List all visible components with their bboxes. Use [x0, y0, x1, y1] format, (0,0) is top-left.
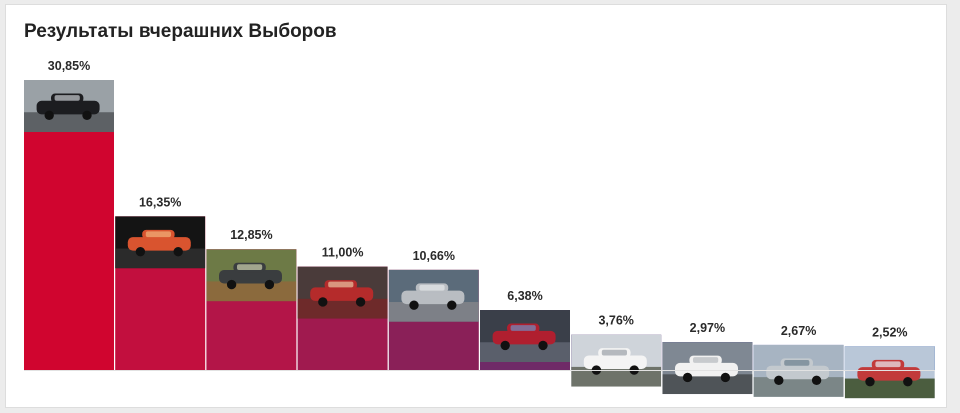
bar-group-5: 10,66% — [388, 249, 479, 370]
bar-group-6: 6,38% — [480, 289, 570, 370]
bar-group-3: 12,85% — [206, 228, 297, 370]
chart-title: Результаты вчерашних Выборов — [24, 21, 337, 42]
bar-value-label-5: 10,66% — [413, 249, 455, 263]
bar-value-label-6: 6,38% — [507, 289, 542, 303]
bar-value-label-9: 2,67% — [781, 324, 816, 338]
silver-hatchback-photo — [388, 269, 479, 322]
bar-group-7: 3,76% — [571, 314, 662, 387]
bar-value-label-4: 11,00% — [322, 246, 364, 260]
red-bridge-photo — [844, 346, 935, 399]
black-sedan-with-man-photo — [24, 80, 114, 132]
chart-card: Результаты вчерашних Выборов 30,85% 16,35… — [5, 4, 947, 408]
bar-value-label-3: 12,85% — [230, 228, 272, 242]
bar-value-label-7: 3,76% — [598, 314, 633, 328]
bar-group-1: 30,85% — [24, 59, 114, 370]
red-coupe-photo — [115, 216, 206, 269]
bar-group-2: 16,35% — [115, 195, 206, 370]
bar-group-8: 2,97% — [662, 321, 753, 395]
bar-value-label-8: 2,97% — [690, 321, 725, 335]
bar-value-label-2: 16,35% — [139, 195, 181, 209]
white-sedan-parked-photo — [662, 342, 753, 395]
white-sedan-photo — [571, 334, 662, 387]
engine-repair-photo — [297, 266, 388, 319]
bar-group-4: 11,00% — [297, 246, 388, 370]
bar-group-9: 2,67% — [753, 324, 844, 397]
grey-suv-in-forest-photo — [206, 249, 297, 302]
bar-chart: 30,85% 16,35% 12,85% 11,00% 10,66% 6,38% 3,76%… — [24, 59, 935, 399]
bar-group-10: 2,52% — [844, 325, 935, 399]
bar-value-label-1: 30,85% — [48, 59, 90, 73]
bar-value-label-10: 2,52% — [872, 325, 907, 339]
engine-bay-photo — [480, 310, 570, 363]
